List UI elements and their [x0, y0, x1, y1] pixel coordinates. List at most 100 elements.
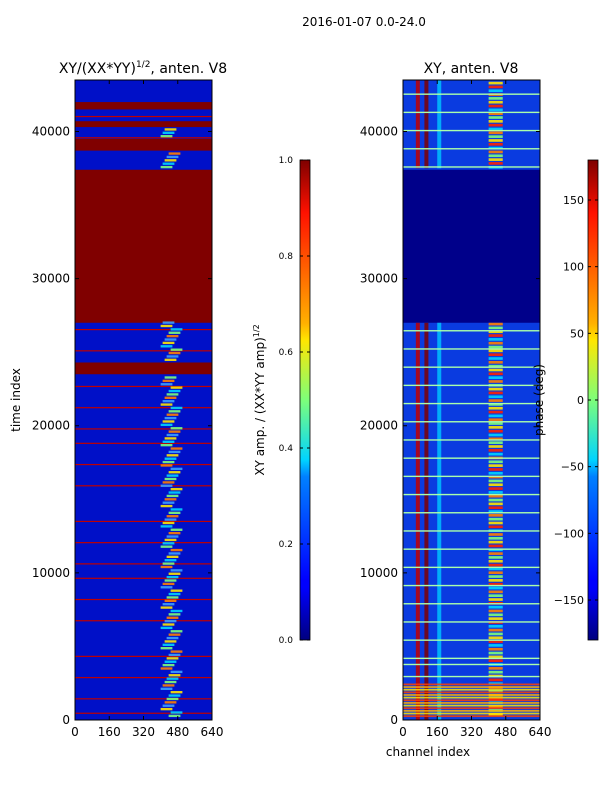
heatmap-cell — [488, 426, 503, 429]
colorbar-tick-label: −100 — [554, 527, 584, 540]
heatmap-noise-row — [403, 691, 540, 694]
heatmap-cell — [488, 108, 503, 112]
heatmap-flag-line — [403, 439, 540, 441]
colorbar-tick-label: 1.0 — [279, 156, 294, 166]
heatmap-cell — [170, 650, 183, 653]
heatmap-flag-line — [403, 603, 540, 605]
heatmap-cell — [488, 483, 503, 487]
colorbar-tick-label: 0.2 — [279, 540, 293, 550]
heatmap-cell — [170, 609, 183, 613]
heatmap-cell — [488, 104, 503, 108]
heatmap-cell — [488, 85, 503, 89]
heatmap-cell — [488, 670, 503, 674]
figure-suptitle: 2016-01-07 0.0-24.0 — [302, 15, 426, 29]
colorbar-tick-label: 150 — [563, 194, 584, 207]
heatmap-cell — [164, 579, 177, 582]
heatmap-cell — [488, 410, 503, 414]
heatmap-cell — [168, 511, 181, 515]
heatmap-cell — [488, 609, 503, 613]
colorbar-tick-label: −50 — [561, 461, 584, 474]
heatmap-cell — [168, 491, 181, 494]
heatmap-cell — [164, 619, 177, 623]
x-tick-label: 0 — [399, 725, 407, 739]
heatmap-cell — [488, 448, 503, 452]
heatmap-flag-line — [403, 475, 540, 478]
heatmap-cell — [488, 579, 503, 582]
heatmap-noise-row — [403, 707, 540, 710]
heatmap-cell — [488, 644, 503, 647]
heatmap-flag-line — [403, 512, 540, 514]
heatmap-cell — [160, 565, 173, 569]
heatmap-flag-line — [403, 639, 540, 641]
heatmap-cell — [488, 418, 503, 422]
x-tick-label: 320 — [132, 725, 155, 739]
colorbar-tick-label: 0.0 — [279, 636, 294, 646]
heatmap-cell — [488, 659, 503, 663]
heatmap-cell — [170, 711, 183, 714]
heatmap-saturated-band — [75, 102, 212, 110]
y-tick-label: 0 — [62, 713, 70, 727]
heatmap-cell — [162, 460, 175, 464]
heatmap-cell — [488, 414, 503, 418]
right-panel-title: XY, anten. V8 — [424, 61, 519, 77]
y-tick-label: 30000 — [360, 272, 398, 286]
heatmap-cell — [168, 572, 181, 575]
heatmap-noise-row — [403, 704, 540, 707]
heatmap-cell — [170, 427, 183, 430]
heatmap-saturated-band — [75, 169, 212, 323]
heatmap-cell — [170, 386, 183, 389]
heatmap-cell — [488, 510, 503, 513]
heatmap-cell — [488, 452, 503, 456]
heatmap-cell — [488, 353, 503, 357]
heatmap-flag-line — [403, 566, 540, 569]
heatmap-cell — [488, 116, 503, 119]
heatmap-cell — [168, 430, 181, 433]
heatmap-cell — [488, 387, 503, 391]
left-heatmap — [75, 80, 212, 720]
heatmap-cell — [162, 162, 175, 165]
heatmap-cell — [488, 498, 503, 502]
heatmap-cell — [164, 538, 177, 542]
heatmap-stripe — [415, 322, 420, 720]
heatmap-cell — [488, 162, 503, 165]
heatmap-cell — [170, 348, 183, 351]
heatmap-cell — [160, 606, 173, 609]
y-tick-label: 0 — [390, 713, 398, 727]
x-tick-label: 480 — [166, 725, 189, 739]
heatmap-cell — [160, 707, 173, 711]
heatmap-cell — [488, 552, 503, 555]
heatmap-cell — [488, 624, 503, 628]
heatmap-cell — [488, 326, 503, 330]
heatmap-cell — [162, 542, 175, 545]
heatmap-cell — [164, 559, 177, 562]
left-title-superscript: 1/2 — [136, 60, 150, 70]
heatmap-streak — [75, 407, 212, 409]
heatmap-saturated-band — [75, 121, 212, 128]
heatmap-cell — [488, 613, 503, 617]
heatmap-cell — [488, 123, 503, 127]
heatmap-streak — [75, 563, 212, 565]
heatmap-flag-line — [403, 663, 540, 666]
heatmap-cell — [488, 651, 503, 655]
heatmap-cell — [488, 460, 503, 464]
heatmap-streak — [75, 655, 212, 657]
heatmap-cell — [170, 691, 183, 694]
heatmap-cell — [488, 605, 503, 609]
heatmap-flag-line — [403, 93, 540, 95]
heatmap-cell — [488, 154, 503, 158]
heatmap-cell — [488, 697, 503, 701]
heatmap-streak — [75, 137, 212, 139]
heatmap-streak — [75, 542, 212, 544]
heatmap-cell — [168, 552, 181, 555]
heatmap-cell — [488, 655, 503, 659]
heatmap-cell — [162, 684, 175, 687]
left-panel-title: XY/(XX*YY)1/2, anten. V8 — [59, 60, 227, 77]
heatmap-cell — [166, 535, 179, 538]
heatmap-cell — [166, 433, 179, 437]
heatmap-cell — [488, 368, 503, 372]
left-colorbar — [299, 159, 311, 641]
heatmap-cell — [164, 457, 177, 460]
heatmap-stripe — [437, 322, 442, 720]
colorbar-tick-label: 50 — [570, 327, 584, 340]
x-tick-label: 320 — [460, 725, 483, 739]
